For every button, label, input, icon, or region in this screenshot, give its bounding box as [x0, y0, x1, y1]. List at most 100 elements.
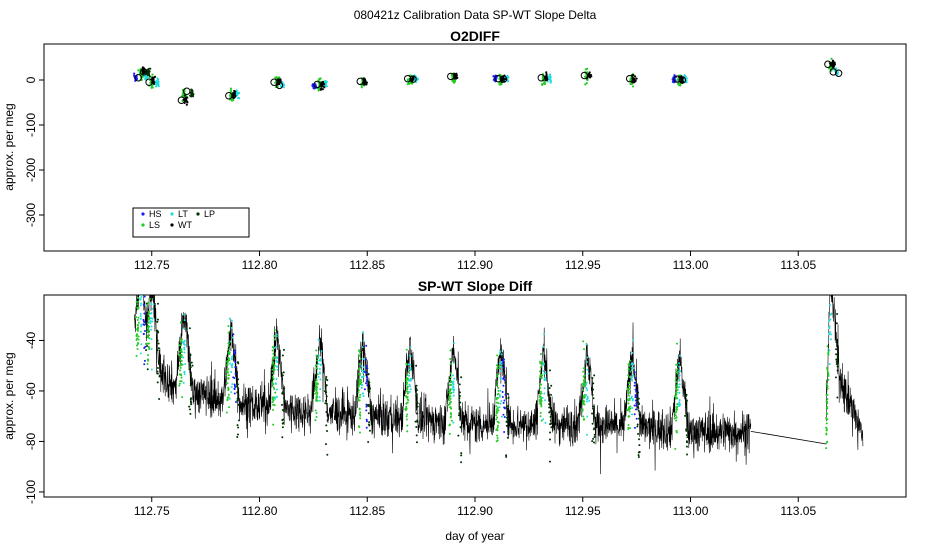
series-point-lp	[369, 405, 372, 408]
series-point-ls	[627, 391, 630, 394]
series-point-ls	[450, 383, 453, 386]
series-point-lt	[361, 331, 364, 334]
series-point-ls	[225, 411, 228, 414]
series-point-lp	[835, 348, 838, 351]
series-point-lt	[678, 362, 681, 365]
series-point-ls	[136, 347, 139, 350]
series-point-lt	[228, 397, 231, 400]
series-point-lt	[828, 333, 831, 336]
series-point-lt	[319, 364, 322, 367]
series-point-hs	[635, 417, 638, 420]
series-point-ls	[825, 418, 828, 421]
series-point-lp	[506, 405, 509, 408]
series-point-ls	[627, 374, 630, 377]
series-point-lt	[320, 350, 323, 353]
series-point-hs	[502, 358, 505, 361]
series-point-lp	[506, 436, 509, 439]
series-point-ls	[226, 371, 229, 374]
scatter-point-wt	[233, 96, 236, 99]
scatter-point-wt	[502, 78, 505, 81]
series-point-lp	[836, 365, 839, 368]
series-point-hs	[502, 376, 505, 379]
series-point-lp	[592, 388, 595, 391]
series-point-ls	[496, 406, 499, 409]
series-point-lt	[586, 415, 589, 418]
series-point-lp	[506, 392, 509, 395]
mean-circle	[824, 60, 832, 68]
series-point-lt	[543, 392, 546, 395]
series-point-ls	[582, 340, 585, 343]
series-point-lt	[275, 378, 278, 381]
series-point-lp	[368, 381, 371, 384]
series-point-lt	[678, 402, 681, 405]
series-point-lp	[189, 366, 192, 369]
series-point-lt	[273, 347, 276, 350]
series-point-lt	[409, 388, 412, 391]
mean-circle	[145, 78, 153, 86]
series-point-ls	[539, 390, 542, 393]
series-point-ls	[271, 401, 274, 404]
series-point-hs	[233, 384, 236, 387]
series-point-ls	[826, 407, 829, 410]
series-point-lt	[828, 362, 831, 365]
series-point-lt	[319, 388, 322, 391]
series-point-lp	[281, 403, 284, 406]
series-point-hs	[634, 388, 637, 391]
mean-circle	[494, 74, 502, 83]
series-point-ls	[147, 317, 150, 320]
series-point-lp	[236, 382, 239, 385]
scatter-point-lt	[507, 76, 510, 79]
series-point-lp	[323, 390, 326, 393]
series-point-ls	[496, 416, 499, 419]
legend-marker-hs	[141, 212, 145, 216]
series-point-ls	[406, 374, 409, 377]
series-point-lp	[457, 414, 460, 417]
series-point-lt	[183, 319, 186, 322]
series-point-lp	[548, 411, 551, 414]
scatter-point-wt	[320, 87, 323, 90]
series-point-lp	[236, 391, 239, 394]
series-point-ls	[227, 325, 230, 328]
series-point-ls	[181, 396, 184, 399]
series-point-lt	[829, 333, 832, 336]
series-point-lt	[274, 382, 277, 385]
series-point-ls	[273, 334, 276, 337]
series-point-ls	[180, 376, 183, 379]
series-point-ls	[406, 395, 409, 398]
series-point-lp	[415, 412, 418, 415]
series-point-lp	[145, 349, 148, 352]
series-point-ls	[225, 374, 228, 377]
series-point-lp	[591, 440, 594, 443]
series-point-lp	[638, 438, 641, 441]
series-point-lt	[360, 386, 363, 389]
series-point-ls	[628, 397, 631, 400]
series-point-hs	[365, 344, 368, 347]
series-point-lt	[586, 356, 589, 359]
series-point-ls	[582, 389, 585, 392]
series-point-ls	[135, 338, 138, 341]
series-point-ls	[495, 414, 498, 417]
series-point-lt	[140, 343, 143, 346]
series-point-hs	[142, 323, 145, 326]
series-point-lt	[140, 279, 142, 281]
series-point-ls	[627, 394, 630, 397]
series-point-lt	[830, 273, 832, 275]
series-point-ls	[147, 327, 150, 330]
series-point-hs	[634, 396, 637, 399]
series-point-lp	[157, 360, 160, 363]
series-point-lt	[410, 377, 413, 380]
series-point-lt	[231, 383, 234, 386]
series-point-hs	[635, 408, 638, 411]
series-point-ls	[148, 297, 151, 300]
series-point-lt	[630, 378, 633, 381]
series-point-lt	[139, 317, 142, 320]
series-point-ls	[314, 419, 317, 422]
series-point-ls	[825, 428, 828, 431]
series-point-ls	[136, 286, 138, 288]
series-point-ls	[271, 372, 274, 375]
scatter-point-ls	[499, 83, 502, 86]
series-point-lp	[548, 387, 551, 390]
slope-diff-line	[826, 295, 864, 450]
series-point-ls	[228, 406, 231, 409]
series-point-lp	[505, 455, 508, 458]
